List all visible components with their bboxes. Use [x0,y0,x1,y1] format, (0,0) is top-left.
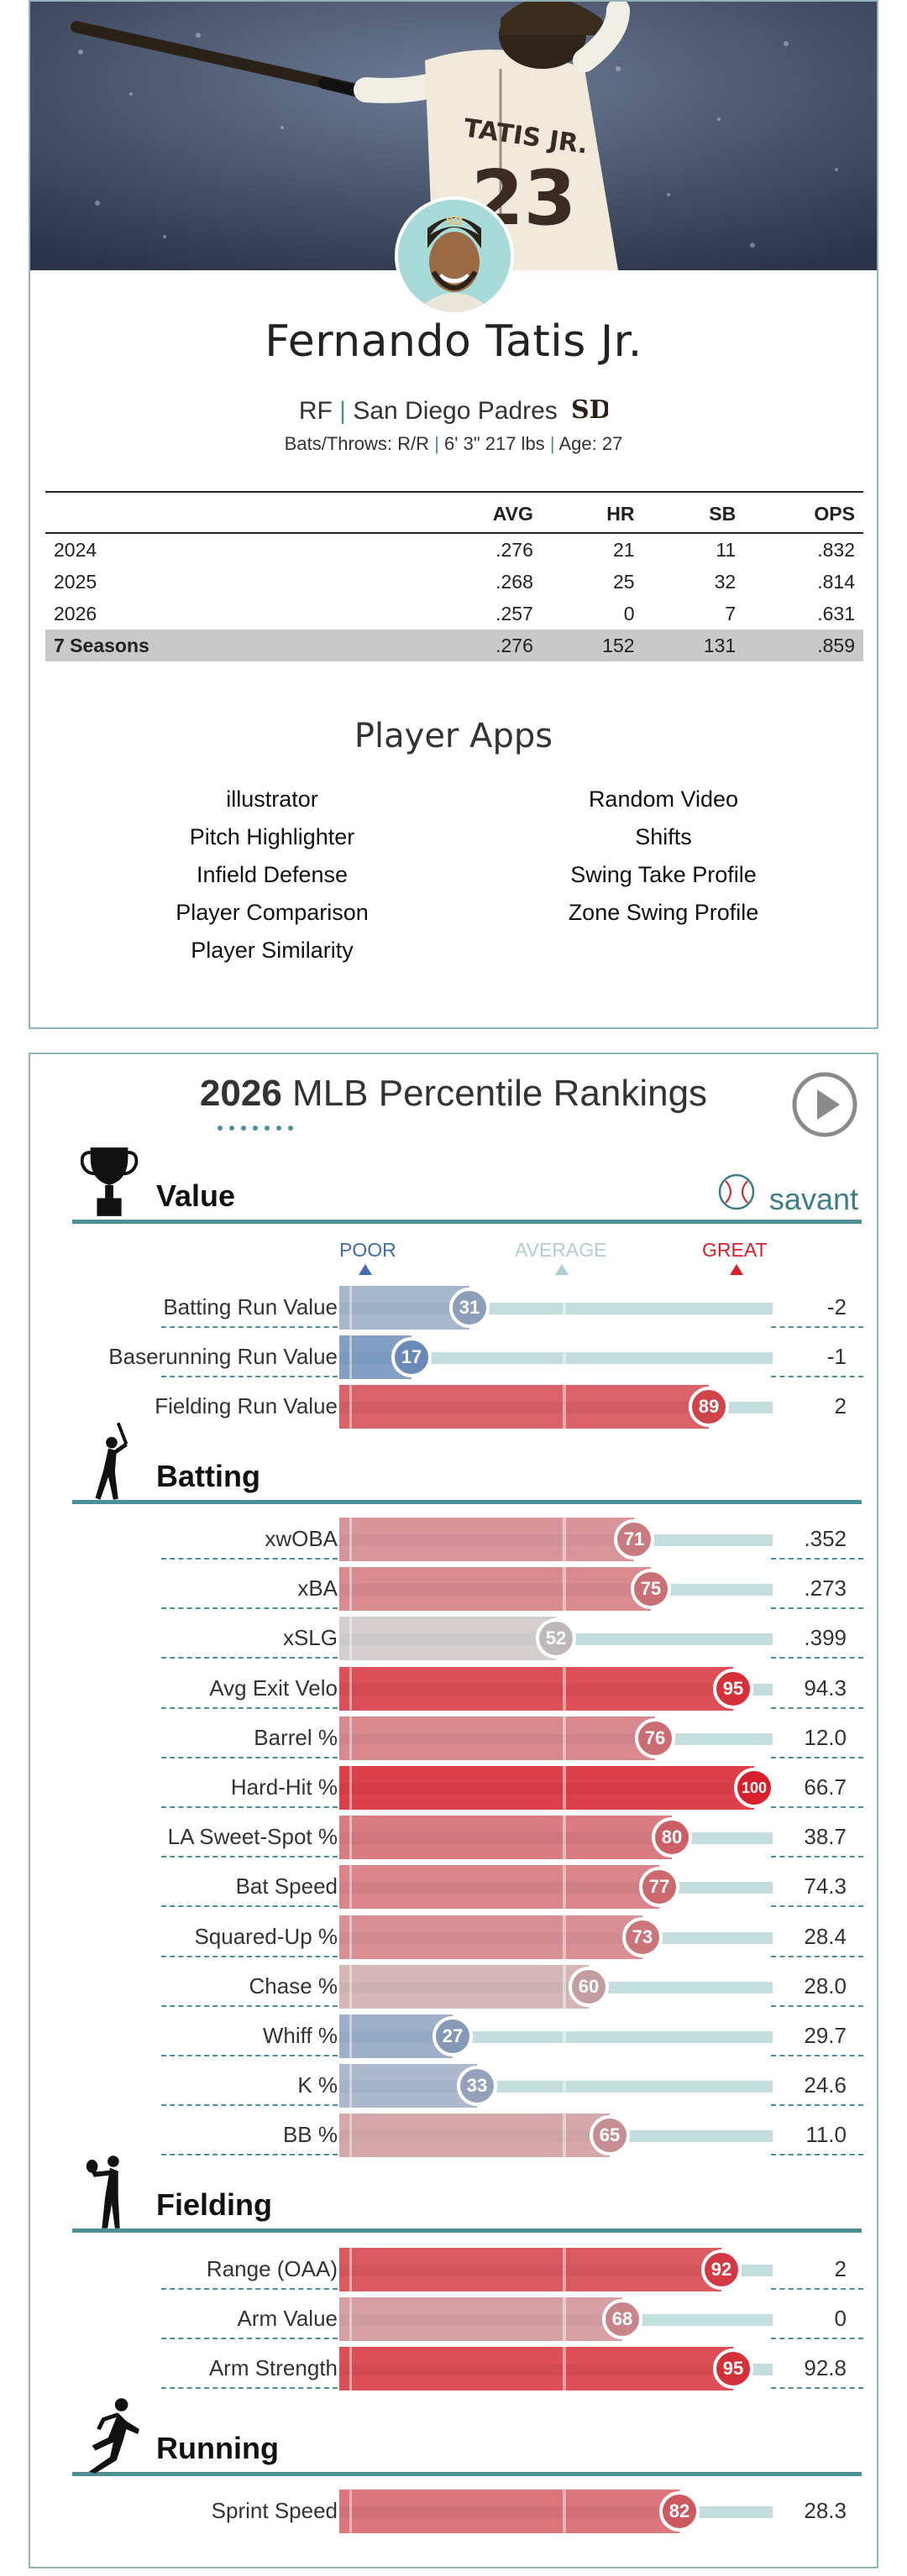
percentile-title-text: MLB Percentile Rankings [292,1073,708,1114]
table-total-row: 7 Seasons .276 152 131.859 [45,630,863,661]
player-position: RF [298,396,333,425]
header-avg: AVG [423,491,542,534]
app-link-player-comparison[interactable]: Player Comparison [176,900,369,925]
app-link-infield-defense[interactable]: Infield Defense [196,862,349,887]
table-row: 2025.268 25 32.814 [54,570,855,593]
career-stats-table: AVG HR SB OPS 2024.276 21 11.832 2025.268 2… [45,491,863,661]
separator: | [339,396,346,425]
header-sb: SB [642,491,745,534]
height-weight: 6' 3" 217 lbs [444,433,545,454]
app-link-player-similarity[interactable]: Player Similarity [191,938,354,963]
stats-header-row: AVG HR SB OPS [45,491,863,534]
header-hr: HR [541,491,643,534]
app-link-zone-swing-profile[interactable]: Zone Swing Profile [568,900,759,925]
player-team[interactable]: San Diego Padres [353,396,558,425]
player-position-team: RF | San Diego Padres SD [30,389,877,435]
svg-text:SD: SD [446,216,463,228]
player-apps-title: Player Apps [354,717,553,755]
app-link-pitch-highlighter[interactable]: Pitch Highlighter [189,824,355,849]
header-season [45,491,423,534]
app-link-shifts[interactable]: Shifts [635,824,692,849]
padres-logo-icon[interactable]: SD [571,389,611,435]
dots-indicator-icon [218,1126,293,1131]
percentile-title: 2026 MLB Percentile Rankings [30,1073,877,1115]
bats-throws: R/R [397,433,430,454]
table-row: 2024.276 21 11.832 [54,538,855,561]
play-animation-button[interactable] [791,1071,858,1138]
player-card: TATIS JR. 23 SD Fernando Tatis Jr. RF | … [29,0,878,1029]
percentile-rankings-card: 2026 MLB Percentile Rankings [29,1053,878,2568]
app-link-swing-take-profile[interactable]: Swing Take Profile [570,862,757,887]
table-row: 2026.257 0 7.631 [54,602,855,624]
player-age: 27 [601,433,623,454]
player-name: Fernando Tatis Jr. [265,316,642,367]
app-link-random-video[interactable]: Random Video [588,786,739,812]
player-bio: Bats/Throws: R/R | 6' 3" 217 lbs | Age: … [284,433,623,454]
padres-logo-text: SD [571,395,608,425]
percentile-year: 2026 [199,1073,282,1114]
header-ops: OPS [744,491,863,534]
player-avatar: SD [395,196,514,316]
app-link-illustrator[interactable]: illustrator [226,786,318,812]
